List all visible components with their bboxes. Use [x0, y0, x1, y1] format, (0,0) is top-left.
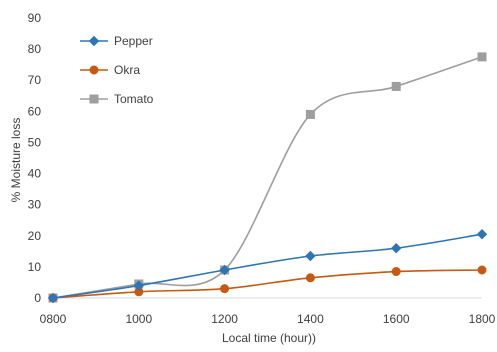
legend: Pepper Okra Tomato — [80, 34, 154, 106]
y-tick-label: 50 — [28, 135, 42, 149]
y-tick-label: 20 — [28, 229, 42, 243]
pepper-line — [52, 233, 483, 299]
legend-marker-pepper — [88, 35, 100, 47]
legend-marker-tomato — [89, 94, 99, 104]
okra-point — [220, 284, 230, 294]
okra-point — [391, 267, 401, 277]
okra-point — [305, 273, 315, 283]
x-tick-label: 1600 — [383, 312, 410, 326]
pepper-series — [47, 229, 488, 304]
legend-item-tomato: Tomato — [80, 92, 154, 106]
y-tick-label: 40 — [28, 167, 42, 181]
pepper-point — [47, 292, 59, 304]
x-tick-label: 1400 — [297, 312, 324, 326]
legend-label-tomato: Tomato — [114, 92, 154, 106]
x-tick-label: 0800 — [40, 312, 67, 326]
x-tick-label: 1000 — [125, 312, 152, 326]
pepper-point — [476, 229, 488, 240]
pepper-point — [305, 250, 316, 262]
legend-item-pepper: Pepper — [80, 34, 153, 48]
y-tick-label: 0 — [34, 291, 41, 305]
pepper-point — [133, 280, 145, 291]
y-tick-label: 90 — [28, 11, 42, 25]
axes: 0 10 20 30 40 50 60 70 80 90 0800 1000 1200 1400 1600 1… — [28, 11, 496, 326]
legend-item-okra: Okra — [80, 63, 140, 77]
y-tick-label: 30 — [28, 198, 42, 212]
x-tick-label: 1800 — [469, 312, 496, 326]
pepper-point — [390, 243, 402, 254]
y-tick-label: 70 — [28, 73, 42, 87]
series-lines — [47, 52, 488, 304]
x-axis-title: Local time (hour)) — [222, 331, 316, 345]
tomato-series — [48, 52, 487, 303]
legend-label-pepper: Pepper — [114, 34, 153, 48]
okra-line — [52, 269, 483, 299]
pepper-point — [219, 264, 230, 276]
y-tick-label: 60 — [28, 104, 42, 118]
x-tick-label: 1200 — [211, 312, 238, 326]
y-axis-title: % Moisture loss — [9, 118, 23, 203]
okra-point — [477, 265, 487, 275]
okra-series — [48, 265, 487, 303]
tomato-point — [477, 52, 487, 62]
tomato-point — [391, 81, 401, 91]
legend-label-okra: Okra — [114, 63, 140, 77]
tomato-point — [305, 109, 315, 119]
legend-marker-okra — [89, 65, 99, 75]
y-tick-label: 80 — [28, 42, 42, 56]
y-tick-label: 10 — [28, 260, 42, 274]
